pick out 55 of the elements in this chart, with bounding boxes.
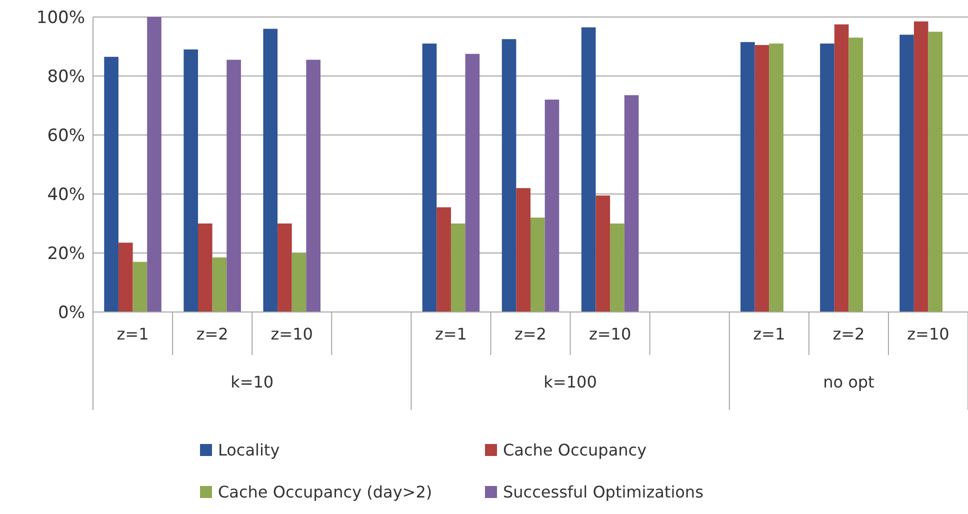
bar [740,42,755,312]
bar [516,188,530,312]
bar [132,262,148,312]
bar [530,218,545,312]
legend-label: Cache Occupancy (day>2) [218,482,432,502]
bar [436,207,451,312]
legend-label: Locality [218,440,280,460]
text: no opt [823,372,874,392]
y-tick-label: 80% [47,66,85,87]
bar [292,253,306,312]
bar [914,21,928,312]
x-tick-label: z=10 [270,324,313,344]
x-tick-label: z=1 [753,324,786,344]
x-tick-label: z=1 [116,324,149,344]
bar [147,17,162,312]
x-tick-label: z=2 [832,324,865,344]
bar [263,28,278,312]
legend-label: Cache Occupancy [503,440,647,460]
text: k=100 [544,372,597,392]
bar [450,224,466,312]
y-tick-label: 100% [36,8,85,28]
bar [544,100,560,312]
legend-label: Successful Optimizations [503,482,704,502]
x-tick-label: z=1 [434,324,467,344]
bar [465,54,480,312]
bar [198,224,212,312]
bar [820,44,834,312]
x-tick-label: z=10 [588,324,632,344]
bar [848,38,863,312]
bar [306,60,320,312]
y-tick-label: 20% [47,244,85,264]
bar [754,45,770,312]
x-tick-label: z=2 [514,324,546,344]
bar [624,95,639,312]
bar [834,24,849,312]
bar [610,224,624,312]
bar [104,56,118,312]
bar [502,39,516,312]
y-tick-label: 60% [47,126,85,146]
bar [212,257,227,312]
bar [226,60,241,312]
x-tick-label: z=10 [907,324,950,344]
bar [769,44,784,312]
bar [422,44,437,312]
bar [596,195,610,312]
bar [278,224,292,312]
bar [184,49,198,312]
y-tick-label: 0% [58,302,85,323]
y-tick-label: 40% [47,184,85,205]
bar [581,27,596,312]
bar [928,32,943,312]
bar [118,242,133,312]
x-tick-label: z=2 [196,324,228,344]
text: k=10 [230,372,274,392]
bar [900,34,914,312]
